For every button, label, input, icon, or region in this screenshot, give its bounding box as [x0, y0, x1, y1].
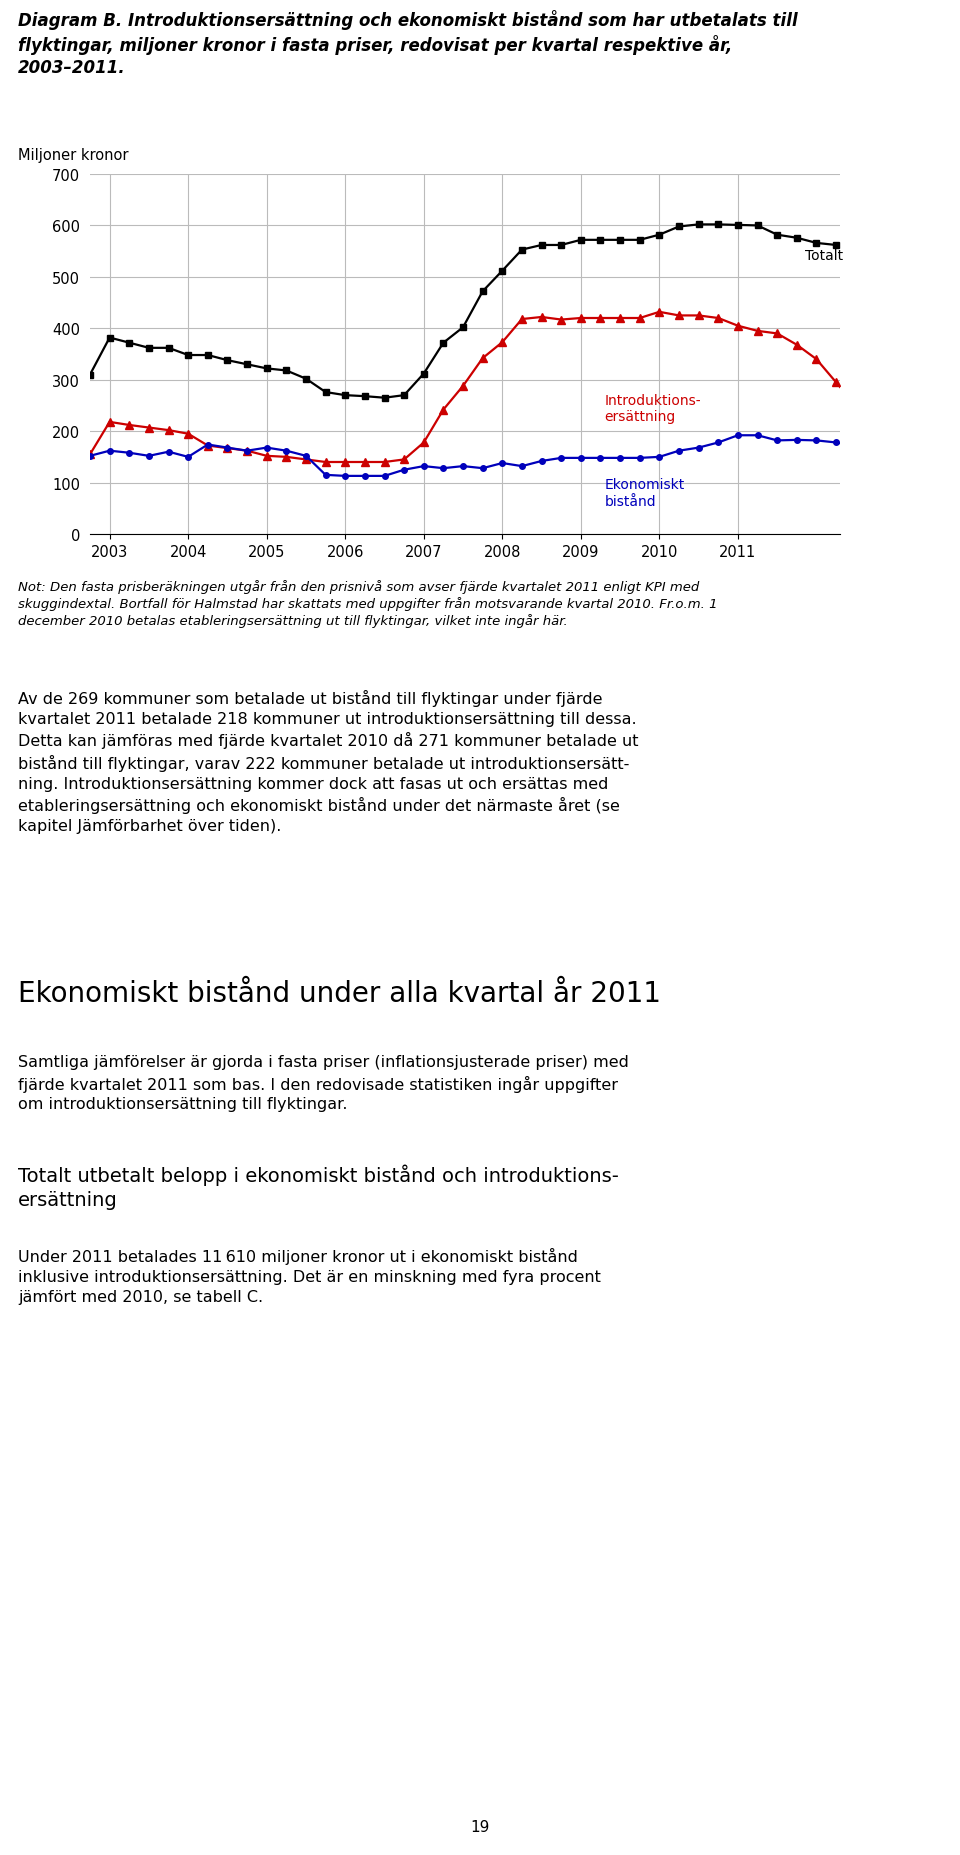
Text: 19: 19: [470, 1820, 490, 1835]
Text: Ekonomiskt
bistånd: Ekonomiskt bistånd: [605, 479, 684, 508]
Text: Totalt: Totalt: [804, 249, 843, 263]
Text: Not: Den fasta prisberäkningen utgår från den prisnivå som avser fjärde kvartale: Not: Den fasta prisberäkningen utgår frå…: [18, 579, 717, 629]
Text: Miljoner kronor: Miljoner kronor: [18, 148, 129, 163]
Text: Introduktions-
ersättning: Introduktions- ersättning: [605, 393, 701, 423]
Text: Av de 269 kommuner som betalade ut bistånd till flyktingar under fjärde
kvartale: Av de 269 kommuner som betalade ut bistå…: [18, 690, 638, 835]
Text: Totalt utbetalt belopp i ekonomiskt bistånd och introduktions-
ersättning: Totalt utbetalt belopp i ekonomiskt bist…: [18, 1165, 619, 1209]
Text: Under 2011 betalades 11 610 miljoner kronor ut i ekonomiskt bistånd
inklusive in: Under 2011 betalades 11 610 miljoner kro…: [18, 1247, 601, 1304]
Text: Samtliga jämförelser är gjorda i fasta priser (inflationsjusterade priser) med
f: Samtliga jämförelser är gjorda i fasta p…: [18, 1054, 629, 1111]
Text: Diagram B. Introduktionsersättning och ekonomiskt bistånd som har utbetalats til: Diagram B. Introduktionsersättning och e…: [18, 9, 798, 76]
Text: Ekonomiskt bistånd under alla kvartal år 2011: Ekonomiskt bistånd under alla kvartal år…: [18, 979, 661, 1007]
